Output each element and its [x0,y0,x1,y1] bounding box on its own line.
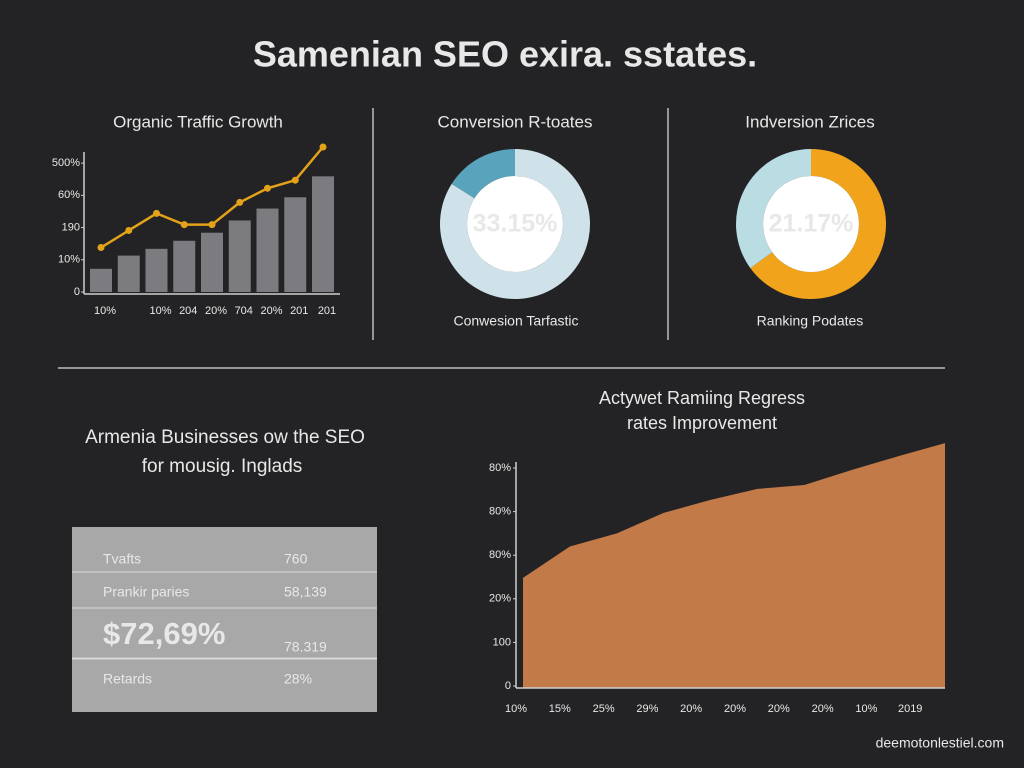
y-tick-label: 10% [58,254,80,266]
trend-point [180,221,188,229]
trend-point [236,198,244,206]
x-tick-label: 10% [855,703,877,715]
x-tick-label: 204 [179,305,197,317]
y-tick-label: 80% [489,549,511,561]
chart-caption: Ranking Podates [757,313,864,329]
trend-point [319,143,327,151]
x-tick-label: 704 [235,305,253,317]
trend-point [97,244,105,252]
y-tick-label: 80% [489,506,511,518]
trend-point [264,184,271,192]
table-cell: 28% [284,671,312,687]
y-tick-label: 20% [489,593,511,605]
table-cell: Retards [103,671,152,687]
bar [256,208,279,292]
table-cell: Prankir paries [103,584,189,600]
bar [90,268,112,292]
x-tick-label: 10% [149,305,171,317]
bar [312,176,334,292]
bar [117,255,140,292]
x-tick-label: 25% [593,703,615,715]
x-tick-label: 2019 [898,703,922,715]
donut-segment [440,149,591,300]
chart-subtitle: rates Improvement [627,413,777,433]
x-tick-label: 15% [549,703,571,715]
y-tick-label: 190 [62,221,80,233]
donut-segment [750,149,887,299]
x-tick-label: 20% [768,703,790,715]
donut-center-label: 21.17% [769,210,854,238]
bar [201,232,223,292]
chart-title: Conversion R-toates [438,112,593,131]
bar [284,197,307,292]
y-tick-label: 0 [505,680,511,692]
table-cell: 58,139 [284,584,327,600]
donut-hole [467,176,563,272]
x-tick-label: 29% [636,703,658,715]
table-cell: 78.319 [284,639,327,655]
area [523,443,945,688]
donut-hole [763,176,859,272]
donut-segment [736,149,811,269]
bar [145,248,168,292]
x-tick-label: 20% [260,305,282,317]
bar [173,240,196,292]
table-background [72,527,377,712]
donut-center-label: 33.15% [473,210,558,238]
chart-title: Indversion Zrices [745,112,874,131]
page-title: Samenian SEO exira. sstates. [253,34,757,75]
y-tick-label: 100 [493,636,511,648]
table-cell: Tvafts [103,551,141,567]
x-tick-label: 10% [94,305,116,317]
chart-title: Actywet Ramiing Regress [599,388,805,408]
trend-point [153,209,160,217]
x-tick-label: 20% [812,703,834,715]
chart-title: Organic Traffic Growth [113,112,283,131]
x-tick-label: 201 [290,305,308,317]
trend-point [208,221,216,229]
y-tick-label: 80% [489,462,511,474]
y-tick-label: 60% [58,189,80,201]
trend-point [125,226,133,234]
trend-point [291,176,299,184]
y-tick-label: 500% [52,157,80,169]
donut-segment [451,149,515,199]
x-tick-label: 20% [724,703,746,715]
table-cell: $72,69% [103,616,225,651]
y-tick-label: 0 [74,286,80,298]
x-tick-label: 20% [205,305,227,317]
x-tick-label: 10% [505,703,527,715]
x-tick-label: 20% [680,703,702,715]
table-cell: 760 [284,551,308,567]
chart-caption: Conwesion Tarfastic [453,313,578,329]
bar [228,220,251,292]
x-tick-label: 201 [318,305,336,317]
watermark: deemotonlestiel.com [876,735,1004,751]
section-heading: for mousig. Inglads [142,456,303,477]
section-heading: Armenia Businesses ow the SEO [85,427,365,448]
